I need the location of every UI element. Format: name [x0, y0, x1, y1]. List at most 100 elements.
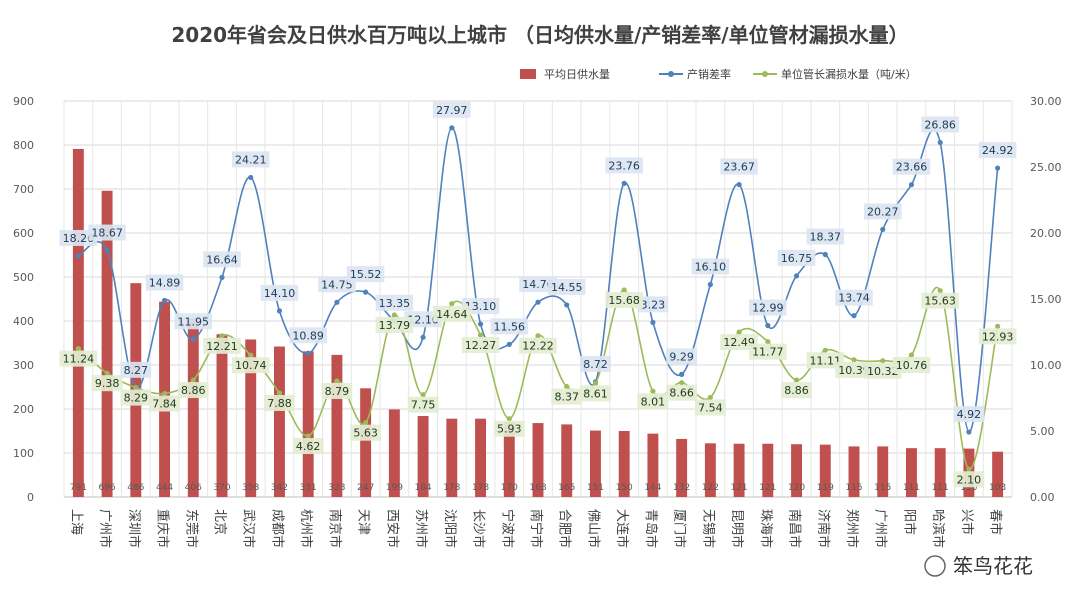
x-tick-label: 厦门市 — [672, 509, 688, 548]
louson-label: 15.68 — [608, 294, 640, 307]
y-right-tick: 5.00 — [1030, 425, 1055, 438]
legend-label: 产销差率 — [687, 67, 731, 81]
line-point — [736, 181, 742, 188]
bar-value-label: 791 — [70, 483, 87, 493]
x-tick-label: 青岛市 — [643, 509, 659, 548]
line-label-bg — [88, 224, 126, 241]
chanxiao-label: 12.10 — [407, 313, 439, 326]
legend-swatch — [520, 69, 536, 79]
louson-label: 12.27 — [465, 339, 497, 352]
line-label-bg — [490, 318, 529, 335]
x-tick-label: 南京市 — [327, 509, 343, 548]
line-point — [966, 466, 972, 472]
line-label-bg — [605, 157, 643, 174]
chanxiao-label: 4.92 — [957, 408, 982, 421]
bar — [618, 431, 630, 497]
x-tick-label: 南昌市 — [787, 509, 803, 548]
bar-value-label: 122 — [702, 483, 719, 493]
line-point — [449, 301, 455, 307]
line-label-bg — [493, 420, 525, 437]
line-label-bg — [231, 151, 270, 168]
line-label-bg — [91, 375, 123, 392]
bar — [331, 354, 343, 497]
line-point — [564, 302, 570, 308]
y-left-tick: 600 — [13, 227, 34, 240]
y-left-tick: 400 — [13, 315, 34, 328]
bar-series — [72, 148, 1004, 497]
louson-label: 11.11 — [810, 354, 842, 367]
louson-label: 8.86 — [784, 384, 809, 397]
bar-value-labels: 791 696 486 444 406 370 358 342 331 323 247 199 184 1… — [70, 483, 1006, 493]
louson-label: 8.29 — [124, 392, 149, 405]
chanxiao-label: 14.55 — [551, 281, 583, 294]
line-label-bg — [59, 350, 98, 367]
line-point — [707, 394, 713, 401]
line-point — [822, 347, 828, 353]
bar — [561, 424, 573, 497]
line-point — [363, 420, 369, 426]
bar-value-label: 342 — [271, 483, 288, 493]
line-label-bg — [404, 311, 442, 328]
line-label-bg — [203, 337, 241, 354]
y-left-tick: 100 — [13, 447, 34, 460]
line-point — [621, 180, 627, 186]
line-point — [75, 253, 81, 259]
line-label-bg — [806, 352, 845, 369]
line-point — [219, 333, 225, 339]
bar — [216, 334, 228, 497]
louson-label: 12.21 — [206, 340, 238, 353]
chanxiao-label: 13.35 — [379, 297, 411, 310]
chanxiao-label: 20.27 — [867, 205, 899, 218]
line-label-bg — [145, 274, 184, 291]
line-point — [104, 247, 110, 254]
y-left-tick: 0 — [27, 491, 34, 504]
line-label-bg — [59, 229, 98, 246]
x-tick-label: 阳市 — [901, 509, 917, 535]
line-label-bg — [580, 385, 611, 402]
louson-label: 14.64 — [436, 308, 468, 321]
line-point — [248, 174, 254, 181]
line-label-bg — [637, 296, 669, 313]
line-label-bg — [781, 382, 812, 399]
chanxiao-label: 14.75 — [321, 278, 353, 291]
line-label-bg — [580, 355, 611, 372]
line-label-bg — [407, 396, 439, 413]
bar — [532, 423, 544, 497]
bar — [503, 422, 515, 497]
bar-value-label: 151 — [587, 483, 604, 493]
y-left-tick: 300 — [13, 359, 34, 372]
line-point — [133, 384, 139, 391]
line-point — [765, 322, 771, 329]
bar — [704, 443, 716, 497]
left-axis: 0 100 200 300 400 500 600 700 800 900 — [13, 95, 34, 504]
y-left-tick: 700 — [13, 183, 34, 196]
line-point — [765, 339, 771, 345]
line-point — [477, 332, 484, 338]
line-label-bg — [835, 289, 873, 306]
line-label-bg — [835, 361, 873, 378]
line-label-bg — [863, 362, 902, 379]
line-label-bg — [174, 313, 213, 330]
louson-label: 8.37 — [554, 391, 579, 404]
bar-value-label: 178 — [472, 483, 489, 493]
x-tick-label: 昆明市 — [729, 509, 745, 548]
line-label-bg — [547, 278, 586, 295]
line-point — [880, 358, 886, 364]
louson-label: 8.79 — [325, 385, 350, 398]
line-label-bg — [863, 203, 902, 220]
y-left-tick: 900 — [13, 95, 34, 108]
x-tick-label: 重庆市 — [155, 509, 171, 548]
bar — [676, 438, 688, 497]
chanxiao-label: 18.26 — [63, 232, 95, 245]
chanxiao-label: 11.56 — [494, 320, 526, 333]
louson-label: 10.76 — [896, 359, 928, 372]
line-label-bg — [375, 294, 414, 311]
y-right-tick: 10.00 — [1030, 359, 1062, 372]
bar-value-label: 121 — [730, 483, 747, 493]
bar — [360, 388, 372, 497]
bar-value-label: 184 — [414, 483, 431, 493]
line-point — [391, 312, 397, 318]
line-label-bg — [892, 158, 931, 175]
watermark-text: 笨鸟花花 — [953, 554, 1033, 578]
chanxiao-label: 8.27 — [124, 364, 149, 377]
